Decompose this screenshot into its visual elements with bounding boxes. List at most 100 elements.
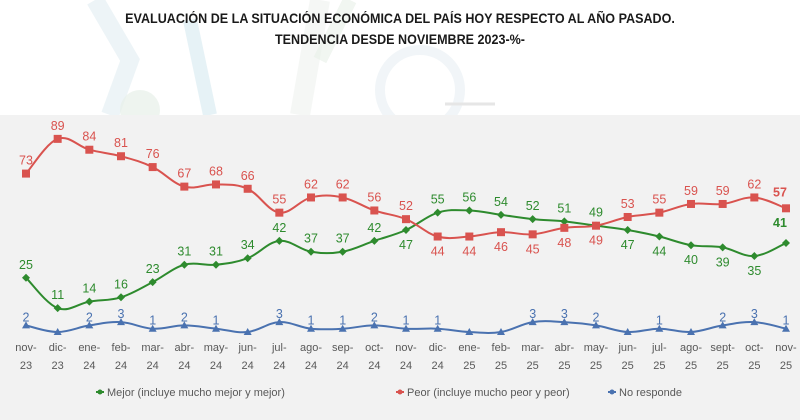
x-tick-label: 24: [210, 360, 222, 372]
plot-area: [0, 115, 800, 420]
data-label-mejor: 42: [367, 221, 381, 235]
marker-no-responde: [433, 324, 442, 332]
legend-item-no-responde: No responde: [608, 387, 682, 399]
x-tick-label: 25: [685, 360, 697, 372]
marker-peor: [22, 169, 30, 178]
x-tick-label: 24: [242, 360, 254, 372]
data-label-no-responde: 1: [403, 314, 410, 328]
x-tick-label: ago-: [680, 342, 702, 354]
legend-item-mejor: Mejor (incluye mucho mejor y mejor): [96, 387, 285, 399]
marker-peor: [243, 184, 252, 193]
x-tick-label: 25: [495, 360, 507, 372]
data-label-mejor: 35: [747, 264, 761, 278]
data-label-no-responde: 3: [118, 307, 125, 321]
x-tick-label: 25: [653, 360, 665, 372]
marker-mejor: [85, 297, 94, 306]
marker-mejor: [212, 260, 220, 269]
x-tick-label: abr-: [555, 342, 575, 354]
marker-no-responde: [528, 318, 537, 326]
legend-marker-mejor: [97, 389, 103, 395]
data-label-mejor: 16: [114, 277, 128, 291]
marker-mejor: [275, 236, 284, 245]
marker-peor: [655, 208, 664, 217]
marker-mejor: [497, 210, 505, 219]
x-tick-label: 25: [748, 360, 760, 372]
x-tick-label: nov-: [775, 342, 797, 354]
data-label-no-responde: 2: [593, 310, 600, 324]
background-watermark: [87, 0, 495, 115]
marker-peor: [465, 232, 474, 241]
marker-peor: [148, 163, 157, 172]
x-tick-label: 24: [400, 360, 412, 372]
chart-title: EVALUACIÓN DE LA SITUACIÓN ECONÓMICA DEL…: [28, 8, 772, 50]
marker-no-responde: [687, 328, 695, 335]
x-tick-label: 25: [463, 360, 475, 372]
x-tick-label: sep-: [332, 342, 354, 354]
data-label-mejor: 47: [621, 238, 635, 252]
chart-title-line1: EVALUACIÓN DE LA SITUACIÓN ECONÓMICA DEL…: [125, 11, 675, 26]
x-tick-label: ene-: [78, 342, 100, 354]
data-label-mejor: 51: [557, 201, 571, 215]
x-tick-label: 24: [273, 360, 285, 372]
marker-no-responde: [750, 318, 759, 326]
data-label-mejor: 41: [773, 216, 787, 230]
data-label-no-responde: 1: [656, 314, 663, 328]
data-label-peor: 76: [146, 147, 160, 161]
marker-peor: [402, 215, 410, 224]
data-label-no-responde: 1: [434, 314, 441, 328]
marker-mejor: [528, 215, 537, 224]
marker-peor: [212, 180, 220, 189]
marker-peor: [687, 199, 695, 208]
data-label-no-responde: 3: [561, 307, 568, 321]
marker-peor: [307, 193, 315, 202]
marker-peor: [592, 221, 600, 230]
x-tick-label: 25: [780, 360, 792, 372]
data-label-peor: 56: [367, 190, 381, 204]
data-label-peor: 67: [177, 167, 191, 181]
marker-mejor: [53, 304, 62, 313]
data-label-mejor: 55: [431, 193, 445, 207]
marker-peor: [623, 212, 632, 221]
x-tick-label: 24: [337, 360, 349, 372]
x-tick-label: nov-: [15, 342, 37, 354]
marker-peor: [750, 193, 759, 202]
marker-no-responde: [180, 321, 189, 329]
data-label-peor: 62: [336, 177, 350, 191]
series-lines: [25, 136, 787, 334]
data-label-peor: 44: [431, 245, 445, 259]
legend-marker-peor: [397, 389, 403, 395]
marker-no-responde: [85, 321, 94, 329]
data-label-no-responde: 2: [181, 310, 188, 324]
data-label-no-responde: 2: [23, 310, 30, 324]
series-markers: [22, 134, 790, 335]
marker-mejor: [243, 254, 252, 263]
data-label-peor: 62: [747, 177, 761, 191]
marker-peor: [370, 206, 379, 215]
marker-mejor: [370, 236, 379, 245]
data-label-mejor: 31: [177, 245, 191, 259]
marker-mejor: [433, 208, 442, 217]
x-tick-label: abr-: [175, 342, 195, 354]
x-tick-label: may-: [204, 342, 229, 354]
x-tick-label: 25: [527, 360, 539, 372]
data-label-mejor: 56: [462, 190, 476, 204]
data-label-peor: 59: [716, 184, 730, 198]
data-label-mejor: 47: [399, 238, 413, 252]
data-label-no-responde: 3: [751, 307, 758, 321]
x-tick-label: 24: [368, 360, 380, 372]
marker-no-responde: [465, 328, 474, 335]
x-tick-label: jul-: [651, 342, 667, 354]
marker-peor: [117, 152, 125, 161]
marker-peor: [718, 199, 727, 208]
x-tick-label: jun-: [237, 342, 257, 354]
data-label-peor: 55: [272, 193, 286, 207]
data-label-no-responde: 1: [149, 314, 156, 328]
data-label-peor: 81: [114, 136, 128, 150]
data-label-mejor: 34: [241, 238, 255, 252]
data-label-no-responde: 1: [339, 314, 346, 328]
marker-peor: [85, 145, 94, 154]
legend: Mejor (incluye mucho mejor y mejor) Peor …: [96, 387, 682, 399]
legend-label-mejor: Mejor (incluye mucho mejor y mejor): [107, 387, 285, 399]
marker-no-responde: [655, 324, 664, 332]
